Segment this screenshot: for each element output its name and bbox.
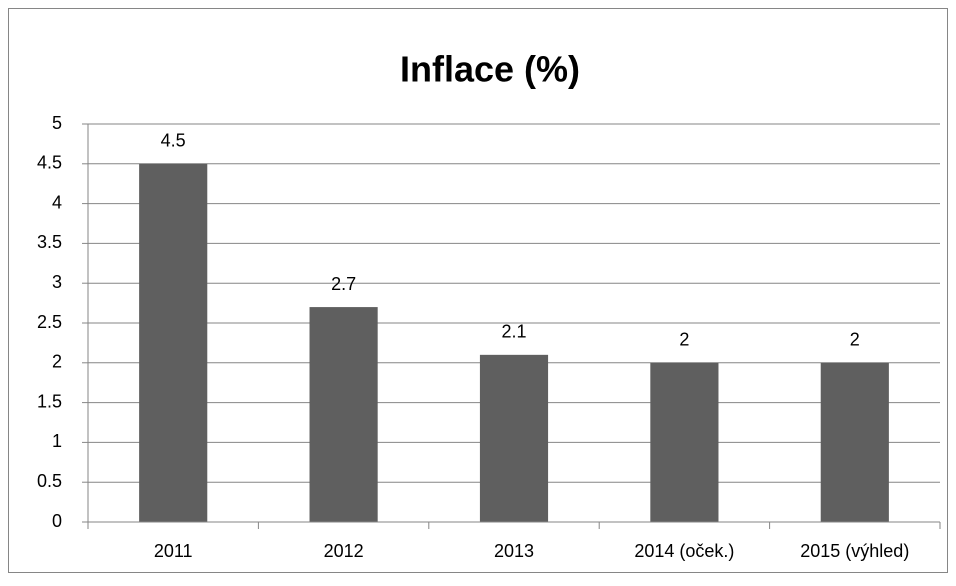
y-tick-label: 1 <box>52 431 62 451</box>
x-tick-label: 2012 <box>324 541 364 561</box>
y-tick-label: 4 <box>52 192 62 212</box>
bar <box>479 354 549 522</box>
chart-title: Inflace (%) <box>400 49 580 90</box>
x-tick-label: 2015 (výhled) <box>800 541 909 561</box>
x-tick-label: 2013 <box>494 541 534 561</box>
bar <box>139 163 208 523</box>
y-tick-label: 5 <box>52 113 62 133</box>
y-tick-label: 0.5 <box>37 471 62 491</box>
bar <box>650 362 719 522</box>
bar <box>309 307 378 522</box>
data-label: 2.7 <box>331 274 356 294</box>
y-tick-label: 2 <box>52 352 62 372</box>
x-tick-label: 2014 (oček.) <box>634 541 734 561</box>
y-tick-label: 1.5 <box>37 391 62 411</box>
data-label: 2.1 <box>501 322 526 342</box>
data-label: 2 <box>679 330 689 350</box>
x-tick-label: 2011 <box>154 541 193 561</box>
y-tick-label: 0 <box>52 511 62 531</box>
y-tick-label: 3.5 <box>37 232 62 252</box>
bar <box>820 362 889 522</box>
y-tick-label: 3 <box>52 272 62 292</box>
data-label: 2 <box>850 330 860 350</box>
y-tick-label: 4.5 <box>37 153 62 173</box>
y-tick-label: 2.5 <box>37 312 62 332</box>
data-label: 4.5 <box>161 131 186 151</box>
